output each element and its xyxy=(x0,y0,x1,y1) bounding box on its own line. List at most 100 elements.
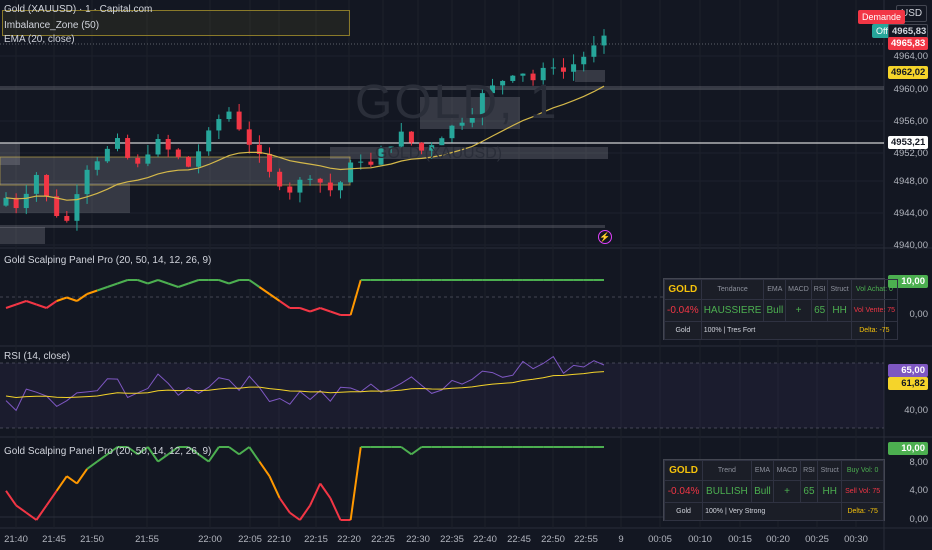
panel-vol-buy: Vol Achat: 0 xyxy=(850,279,899,300)
oscillator-segment xyxy=(15,504,27,514)
oscillator-segment xyxy=(248,446,261,463)
candle xyxy=(500,80,506,86)
panel2-delta: Delta: -75 xyxy=(841,502,884,521)
panel2-trend: BULLISH xyxy=(702,480,752,503)
time-axis-label: 22:20 xyxy=(337,534,361,545)
oscillator-segment xyxy=(400,446,413,456)
time-axis-label: 21:50 xyxy=(80,534,104,545)
oscillator-segment xyxy=(410,446,423,456)
oscillator-segment xyxy=(188,279,199,285)
oscillator-segment xyxy=(309,483,322,506)
candle xyxy=(317,178,323,183)
panel-trend: HAUSSIERE xyxy=(700,299,765,322)
panel-rsi: 65 xyxy=(810,299,829,322)
time-axis-label: 22:40 xyxy=(473,534,497,545)
panel2-vol-buy: Buy Vol: 0 xyxy=(841,460,884,481)
panel-asset-small: Gold xyxy=(664,321,702,340)
candle xyxy=(84,169,90,195)
oscillator-segment xyxy=(86,460,98,470)
osc2-axis-label: 8,00 xyxy=(909,457,929,468)
oscillator-segment xyxy=(66,475,78,485)
candle xyxy=(378,147,384,165)
oscillator-segment xyxy=(5,303,17,309)
oscillator-segment xyxy=(36,303,47,309)
candle xyxy=(297,179,303,193)
oscillator-segment xyxy=(167,446,179,456)
symbol-legend[interactable]: Gold (XAUUSD) · 1 · Capital.com xyxy=(4,4,153,15)
imbalance-zone xyxy=(575,70,605,82)
imbalance-zone xyxy=(0,143,20,165)
demand-button[interactable]: Demande xyxy=(858,10,906,24)
panel-col-ema: EMA xyxy=(763,279,787,300)
time-axis-label: 00:10 xyxy=(688,534,712,545)
candle xyxy=(175,149,181,157)
candle xyxy=(277,171,283,187)
panel-strength: 100% | Tres Fort xyxy=(700,321,852,340)
panel2-col-rsi: RSI xyxy=(799,460,819,481)
panel2-rsi: 65 xyxy=(799,480,819,503)
bid-price-tag: 4965,83 xyxy=(888,37,928,50)
imbalance-legend[interactable]: Imbalance_Zone (50) xyxy=(4,20,100,31)
oscillator-segment xyxy=(349,279,362,316)
oscillator-segment xyxy=(268,293,281,302)
oscillator-segment xyxy=(147,446,159,463)
ema-price-tag: 4962,02 xyxy=(888,66,928,79)
panel2-change: -0.04% xyxy=(663,480,704,503)
panel-col-macd: MACD xyxy=(785,279,812,300)
panel2-col-struct: Struct xyxy=(817,460,843,481)
time-axis-label: 21:55 xyxy=(135,534,159,545)
candle xyxy=(449,125,455,139)
ema-legend[interactable]: EMA (20, close) xyxy=(4,34,75,45)
candle xyxy=(408,131,414,143)
candle xyxy=(64,216,70,221)
rsi-title[interactable]: RSI (14, close) xyxy=(4,351,71,362)
scalping-panel-title[interactable]: Gold Scalping Panel Pro (20, 50, 14, 12,… xyxy=(4,255,212,266)
candle xyxy=(94,161,100,170)
lightning-icon[interactable]: ⚡ xyxy=(598,230,612,244)
panel-col-rsi: RSI xyxy=(810,279,829,300)
panel-ema: Bull xyxy=(763,299,787,322)
oscillator-segment xyxy=(278,497,291,514)
oscillator-segment xyxy=(258,461,271,477)
candle xyxy=(226,111,232,120)
candle xyxy=(307,178,313,180)
oscillator-segment xyxy=(309,307,321,313)
candle xyxy=(236,111,242,130)
candle xyxy=(368,161,374,165)
scalping-panel-title-2[interactable]: Gold Scalping Panel Pro (20, 50, 14, 12,… xyxy=(4,446,212,457)
candle xyxy=(429,145,435,151)
time-axis-label: 22:15 xyxy=(304,534,328,545)
panel-vol-sell: Vol Vente: 75 xyxy=(850,299,899,322)
panel2-struct: HH xyxy=(817,480,843,503)
symbol-watermark: GOLD, 1 xyxy=(355,76,559,129)
candle xyxy=(256,144,262,154)
time-axis-label: 00:15 xyxy=(728,534,752,545)
crosshair-price-tag: 4953,21 xyxy=(888,136,928,149)
price-axis-label: 4940,00 xyxy=(893,240,928,251)
oscillator-segment xyxy=(86,289,98,295)
candle xyxy=(74,194,80,221)
time-axis-label: 22:55 xyxy=(574,534,598,545)
oscillator-segment xyxy=(187,446,200,456)
oscillator-segment xyxy=(45,490,58,506)
time-axis-label: 21:40 xyxy=(4,534,28,545)
candle xyxy=(104,148,110,162)
candle xyxy=(398,131,404,147)
candle xyxy=(135,157,141,164)
panel-delta: Delta: -75 xyxy=(850,321,899,340)
oscillator-segment xyxy=(248,279,260,288)
oscillator-segment xyxy=(5,490,17,506)
candle xyxy=(530,73,536,81)
oscillator-segment xyxy=(127,446,139,456)
oscillator-segment xyxy=(76,293,88,302)
oscillator-segment xyxy=(66,296,78,302)
oscillator-segment xyxy=(25,300,37,306)
oscillator-segment xyxy=(319,307,331,313)
candle xyxy=(196,151,202,167)
scalping-info-panel: GOLD Tendance EMA MACD RSI Struct Vol Ac… xyxy=(663,278,899,340)
candle xyxy=(54,196,60,217)
candle xyxy=(571,64,577,72)
oscillator-segment xyxy=(330,310,341,316)
candle xyxy=(206,130,212,152)
